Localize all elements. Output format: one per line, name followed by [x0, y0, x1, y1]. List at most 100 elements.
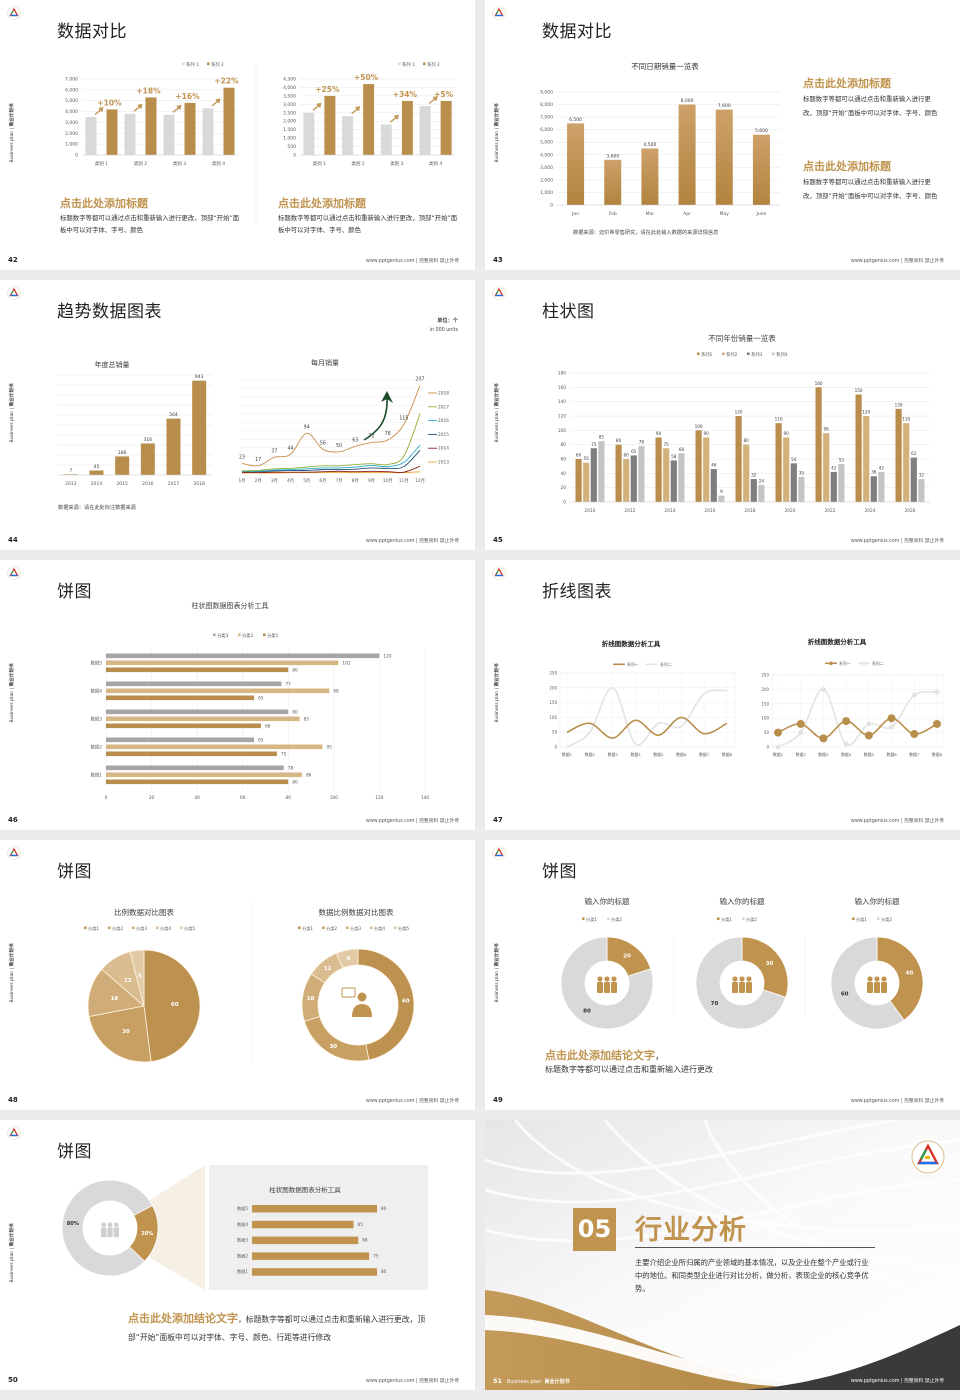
y-tick-label: 200: [761, 687, 769, 692]
data-label: 78: [288, 766, 294, 772]
block-heading[interactable]: 点击此处添加标题: [803, 77, 891, 90]
chart-canvas: 0 50 100 150 200 250 数据1 数据2 数据3 数据4 数据5 数据6 数据7 数据8 折…: [549, 637, 944, 757]
y-tick-label: 1,000: [283, 136, 296, 142]
side-label-en: Business plan |: [495, 406, 500, 443]
x-tick-label: 数据2: [796, 752, 807, 757]
bar: [604, 159, 622, 205]
data-label: 72: [368, 434, 374, 440]
y-tick-label: 5,000: [65, 98, 78, 104]
data-label: 120: [862, 410, 870, 415]
x-tick-label: 60: [240, 795, 246, 801]
cover-background: [485, 1120, 960, 1390]
team-body: [107, 1227, 113, 1238]
y-tick-label: 20: [561, 485, 567, 491]
section-description: 主要介绍企业所归属的产业领域的基本情况，以及企业在整个产业或行业中的地位。和同类…: [635, 1258, 869, 1293]
y-tick-label: 250: [761, 673, 769, 678]
data-label: 35: [799, 470, 805, 475]
bar: [703, 437, 710, 502]
slide-47[interactable]: 折线图表 0 50 100 150 200 250 数据1 数据2 数据3 数据4 数据5 数据6 数据…: [485, 560, 960, 830]
footer-copyright: www.pptgenius.com | 完整资料 禁止外传: [850, 1379, 944, 1384]
data-label: 98: [333, 689, 339, 695]
x-tick-label: 5月: [303, 478, 310, 484]
legend-label: 分类2: [326, 925, 337, 932]
footer-copyright: www.pptgenius.com | 完整资料 禁止外传: [365, 259, 459, 264]
growth-arrow-icon: [94, 107, 104, 115]
data-label: 3,600: [606, 153, 619, 159]
y-tick-label: 2,000: [65, 131, 78, 137]
slice-value-label: 20%: [141, 1231, 153, 1237]
slide-46[interactable]: 饼图 0 20 40 60 80 100 120 140 数据5 120 102 80 数据4 77 98 6…: [0, 560, 475, 830]
legend-label: 分类2: [112, 925, 123, 932]
series-line: [241, 413, 421, 472]
x-tick-label: 数据8: [932, 752, 943, 757]
block-heading[interactable]: 点击此处添加标题: [60, 197, 148, 210]
slide-title: 柱状图: [542, 302, 595, 322]
team-head: [867, 976, 873, 982]
bar: [303, 112, 315, 155]
y-tick-label: 3,000: [65, 120, 78, 126]
side-label-en: Business plan |: [495, 126, 500, 163]
series-line: [241, 444, 421, 472]
bar: [575, 459, 582, 502]
company-logo: [911, 1140, 945, 1174]
conclusion-body[interactable]: 标题数字等都可以通过点击和重新输入进行更改: [545, 1065, 713, 1074]
bar: [598, 441, 605, 502]
block-body[interactable]: 标题数字等都可以通过点击和重新输入进行更改，顶部“开始”面板中可以对字体、字号、…: [803, 178, 938, 200]
slide-44[interactable]: 趋势数据图表 7 2013 45 2014 186 2015 316 2016 564 2017 9…: [0, 280, 475, 550]
bar: [790, 463, 797, 502]
data-label: 7,600: [718, 103, 731, 109]
slide-45[interactable]: 柱状图 0 20 40 60 80 100 120 140 160 180 60 55 75 85 2010…: [485, 280, 960, 550]
side-label: Business plan | 商业计划书: [9, 1205, 15, 1301]
x-tick-label: 2014: [665, 508, 676, 514]
bar: [380, 124, 392, 155]
block-body[interactable]: 标题数字等都可以通过点击和重新输入进行更改，顶部“开始”面板中可以对字体、字号、…: [278, 214, 458, 234]
data-source: 数据来源：请在此处标注数据来源: [58, 505, 136, 511]
growth-arrow-icon: [211, 98, 221, 107]
series-line: [566, 716, 728, 739]
data-label: 56: [320, 440, 326, 446]
slide-49[interactable]: 饼图 20 80 输入你的标题 分类1 分类2 30 70 输入你的标题 分类1 分类2 40 60 输…: [485, 840, 960, 1110]
company-logo-icon: [7, 846, 21, 860]
legend-swatch: [180, 926, 183, 930]
growth-label: +22%: [214, 77, 239, 86]
legend-swatch: [747, 352, 750, 356]
x-tick-label: 2013: [65, 481, 77, 487]
slide-48[interactable]: 饼图 60 30 18 12 5 比例数据对比图表 分类1 分类2 分类3 分类4 分类5 60 30 1…: [0, 840, 475, 1110]
slide-title: 饼图: [57, 582, 92, 602]
data-label: 5,600: [755, 128, 768, 134]
slice-value-label: 60: [402, 998, 410, 1004]
block-body[interactable]: 标题数字等都可以通过点击和重新输入进行更改，顶部“开始”面板中可以对字体、字号、…: [803, 95, 938, 117]
conclusion-paragraph[interactable]: 点击此处添加结论文字，标题数字等都可以通过点击和重新输入进行更改，顶部“开始”面…: [128, 1310, 438, 1347]
x-tick-label: 11月: [399, 478, 409, 484]
legend-swatch: [182, 62, 185, 66]
block-heading[interactable]: 点击此处添加标题: [803, 160, 891, 173]
bar: [184, 102, 196, 155]
data-point-marker: [775, 744, 781, 750]
unit-label: 单位：个: [437, 318, 458, 324]
slice-value-label: 30: [766, 961, 774, 967]
side-label: Business plan | 商业计划书: [9, 365, 15, 461]
bar: [670, 460, 677, 502]
slide-50[interactable]: 饼图 80% 20% 柱状图数据图表分析工具 数据5 80 数据4 65 数据3 68 数据2 75…: [0, 1120, 475, 1390]
data-point-marker: [819, 734, 828, 743]
person-body-icon: [352, 1004, 372, 1017]
side-label-cn: 商业计划书: [495, 663, 500, 687]
y-tick-label: 180: [558, 371, 566, 377]
x-tick-label: 2020: [785, 508, 796, 514]
y-tick-label: 1,000: [65, 142, 78, 148]
slide-51-section-cover[interactable]: 05 行业分析 主要介绍企业所归属的产业领域的基本情况，以及企业在整个产业或行业…: [485, 1120, 960, 1390]
pie-slice: [357, 948, 415, 1061]
data-label: 68: [265, 724, 271, 730]
data-label: 80: [381, 1206, 387, 1211]
bar: [750, 479, 757, 502]
chart-title: 不同年份销量一览表: [708, 333, 776, 343]
block-body[interactable]: 标题数字等都可以通过点击和重新输入进行更改，顶部“开始”面板中可以对字体、字号、…: [60, 214, 240, 234]
slide-42[interactable]: 数据对比 0 1,000 2,000 3,000 4,000 5,000 6,000 7,00…: [0, 0, 475, 270]
conclusion-line[interactable]: 点击此处添加结论文字，: [545, 1044, 664, 1063]
slide-43[interactable]: 数据对比 0 1,000 2,000 3,000 4,000 5,000 6,000 7,00…: [485, 0, 960, 270]
team-head: [739, 976, 745, 982]
block-heading[interactable]: 点击此处添加标题: [278, 197, 366, 210]
x-tick-label: 2018: [193, 481, 205, 487]
x-tick-label: 2月: [255, 478, 262, 484]
legend-swatch: [717, 917, 720, 921]
